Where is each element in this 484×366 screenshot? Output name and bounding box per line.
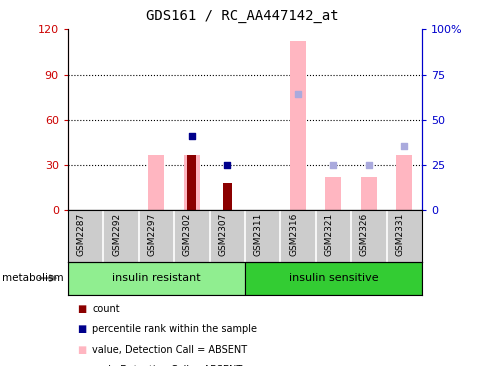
Text: insulin resistant: insulin resistant	[112, 273, 200, 283]
Point	[293, 91, 301, 97]
Bar	[222, 183, 231, 210]
Text: GSM2307: GSM2307	[218, 213, 227, 257]
Bar	[183, 154, 199, 210]
Text: GDS161 / RC_AA447142_at: GDS161 / RC_AA447142_at	[146, 9, 338, 23]
Bar	[289, 41, 305, 210]
Point	[223, 162, 230, 168]
Text: GSM2311: GSM2311	[253, 213, 262, 257]
Text: ■: ■	[77, 365, 87, 366]
Text: insulin sensitive: insulin sensitive	[288, 273, 378, 283]
Point	[364, 162, 372, 168]
Text: ■: ■	[77, 344, 87, 355]
Bar	[360, 177, 376, 210]
Text: metabolism: metabolism	[2, 273, 64, 283]
Bar	[148, 154, 164, 210]
Bar	[244, 262, 421, 295]
Point	[329, 162, 336, 168]
Point	[187, 134, 195, 139]
Text: GSM2321: GSM2321	[324, 213, 333, 256]
Bar	[395, 154, 411, 210]
Bar	[187, 154, 196, 210]
Point	[399, 143, 407, 149]
Text: GSM2297: GSM2297	[147, 213, 156, 256]
Bar	[68, 262, 244, 295]
Text: rank, Detection Call = ABSENT: rank, Detection Call = ABSENT	[92, 365, 242, 366]
Text: count: count	[92, 304, 120, 314]
Text: value, Detection Call = ABSENT: value, Detection Call = ABSENT	[92, 344, 247, 355]
Text: GSM2316: GSM2316	[288, 213, 297, 257]
Text: GSM2292: GSM2292	[112, 213, 121, 256]
Text: GSM2331: GSM2331	[394, 213, 403, 257]
Bar	[325, 177, 341, 210]
Text: GSM2326: GSM2326	[359, 213, 368, 256]
Text: GSM2287: GSM2287	[76, 213, 85, 256]
Text: ■: ■	[77, 304, 87, 314]
Text: ■: ■	[77, 324, 87, 335]
Text: GSM2302: GSM2302	[182, 213, 191, 256]
Text: percentile rank within the sample: percentile rank within the sample	[92, 324, 257, 335]
